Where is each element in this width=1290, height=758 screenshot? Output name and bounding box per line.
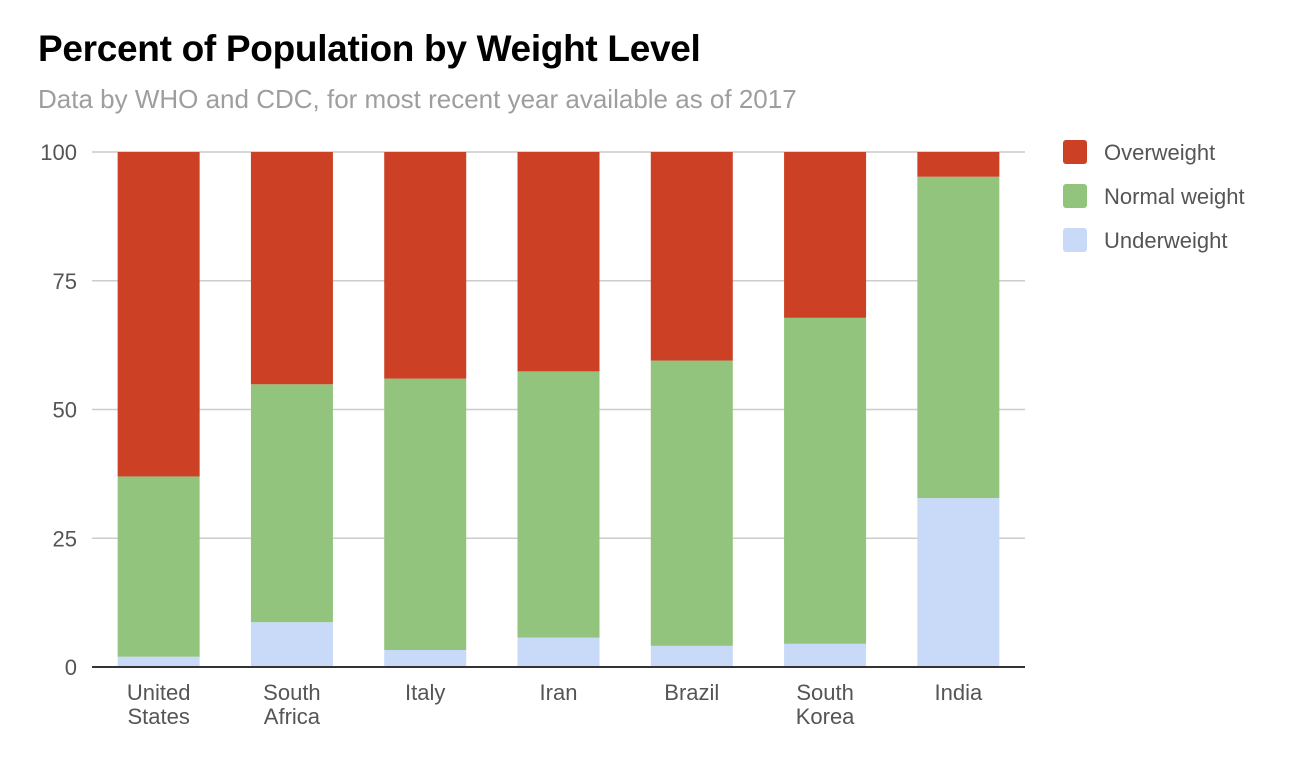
x-tick-label: United States: [127, 680, 191, 729]
chart-subtitle: Data by WHO and CDC, for most recent yea…: [38, 84, 797, 114]
x-tick-label: Italy: [405, 680, 445, 705]
y-tick-label: 25: [53, 526, 77, 551]
legend-swatch: [1063, 184, 1087, 208]
y-tick-label: 50: [53, 398, 77, 423]
bar-underweight: [250, 622, 333, 667]
y-tick-label: 75: [53, 269, 77, 294]
bar-normal-weight: [250, 384, 333, 623]
x-tick-label: South Africa: [263, 680, 321, 729]
bar-underweight: [650, 645, 733, 667]
bar-normal-weight: [517, 371, 600, 638]
bar-overweight: [384, 152, 467, 379]
x-tick-labels: United States South Africa Italy Iran Brazil So…: [127, 680, 983, 729]
y-tick-labels: 0 25 50 75 100: [40, 140, 77, 680]
bar-overweight: [117, 152, 200, 477]
legend: Overweight Normal weight Underweight: [1063, 140, 1245, 253]
bar-underweight: [917, 498, 1000, 667]
bar-normal-weight: [784, 317, 867, 644]
bar-normal-weight: [917, 176, 1000, 499]
bar-normal-weight: [650, 360, 733, 646]
bar-underweight: [384, 650, 467, 667]
bar-underweight: [784, 643, 867, 667]
bar-normal-weight: [384, 378, 467, 651]
legend-swatch: [1063, 228, 1087, 252]
bar-series: [117, 152, 1000, 667]
bar-underweight: [117, 656, 200, 667]
bar-overweight: [784, 152, 867, 318]
bar-overweight: [517, 152, 600, 372]
bar-overweight: [917, 152, 1000, 177]
bar-overweight: [650, 152, 733, 361]
x-tick-label: Iran: [540, 680, 578, 705]
x-tick-label: South Korea: [796, 680, 855, 729]
legend-label: Normal weight: [1104, 184, 1245, 209]
legend-label: Underweight: [1104, 228, 1228, 253]
chart-title: Percent of Population by Weight Level: [38, 28, 701, 69]
x-tick-label: Brazil: [664, 680, 719, 705]
legend-swatch: [1063, 140, 1087, 164]
y-tick-label: 100: [40, 140, 77, 165]
y-tick-label: 0: [65, 655, 77, 680]
x-tick-label: India: [934, 680, 982, 705]
bar-underweight: [517, 637, 600, 667]
bar-overweight: [250, 152, 333, 385]
legend-label: Overweight: [1104, 140, 1215, 165]
bar-normal-weight: [117, 476, 200, 657]
